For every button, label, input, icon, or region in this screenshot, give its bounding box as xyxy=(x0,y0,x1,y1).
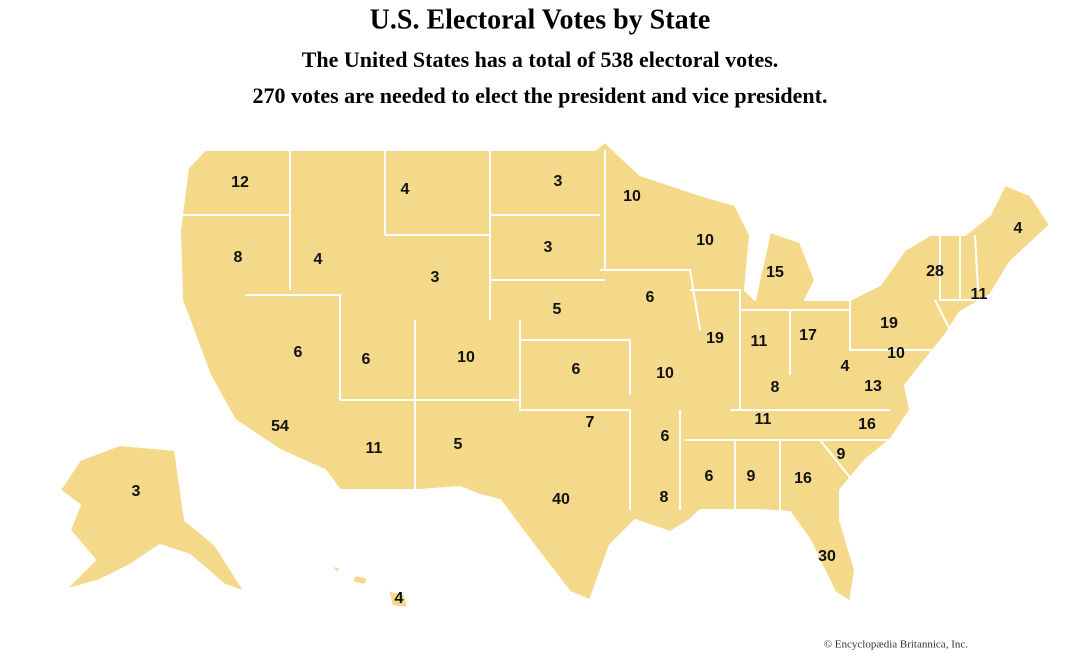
vote-label: 6 xyxy=(661,428,670,445)
vote-label: 5 xyxy=(454,436,463,453)
vote-label: 7 xyxy=(586,414,595,431)
vote-label: 10 xyxy=(457,349,475,366)
vote-label: 11 xyxy=(755,411,772,428)
vote-label: 16 xyxy=(858,416,876,433)
vote-label: 9 xyxy=(837,446,846,463)
vote-label: 16 xyxy=(794,470,812,487)
vote-label: 3 xyxy=(554,173,563,190)
vote-label: 19 xyxy=(880,315,898,332)
hawaii xyxy=(329,564,341,575)
vote-label: 40 xyxy=(552,491,570,508)
land xyxy=(59,141,1051,609)
vote-label: 4 xyxy=(841,358,850,375)
vote-label: 17 xyxy=(799,327,817,344)
hawaii xyxy=(387,589,409,609)
state-labels: 12 4 3 10 8 4 3 3 10 15 4 28 11 5 6 19 11 17 19 10 6 6 10 6 10 4 8… xyxy=(132,173,1023,607)
vote-label: 30 xyxy=(818,548,836,565)
vote-label: 10 xyxy=(623,188,641,205)
vote-label: 3 xyxy=(431,269,440,286)
vote-label: 4 xyxy=(395,590,404,607)
vote-label: 6 xyxy=(294,344,303,361)
vote-label: 6 xyxy=(572,361,581,378)
state-borders xyxy=(180,150,990,510)
vote-label: 15 xyxy=(766,264,784,281)
vote-label: 13 xyxy=(864,378,882,395)
vote-label: 9 xyxy=(747,468,756,485)
vote-label: 12 xyxy=(231,174,249,191)
vote-label: 11 xyxy=(366,440,383,457)
credit: © Encyclopædia Britannica, Inc. xyxy=(824,639,969,651)
vote-label: 19 xyxy=(706,330,724,347)
vote-label: 4 xyxy=(401,181,410,198)
vote-label: 11 xyxy=(751,333,768,350)
vote-label: 6 xyxy=(646,289,655,306)
title: U.S. Electoral Votes by State xyxy=(370,4,711,35)
vote-label: 8 xyxy=(234,249,243,266)
vote-label: 6 xyxy=(705,468,714,485)
vote-label: 28 xyxy=(926,263,944,280)
vote-label: 4 xyxy=(314,251,323,268)
vote-label: 6 xyxy=(362,351,371,368)
vote-label: 3 xyxy=(132,483,141,500)
vote-label: 8 xyxy=(771,379,780,396)
contiguous-us xyxy=(179,141,1051,603)
hawaii xyxy=(351,574,369,586)
vote-label: 10 xyxy=(887,345,905,362)
vote-label: 10 xyxy=(696,232,714,249)
subtitle: The United States has a total of 538 ele… xyxy=(302,47,779,72)
vote-label: 5 xyxy=(553,301,562,318)
vote-label: 10 xyxy=(656,365,674,382)
vote-label: 11 xyxy=(971,286,988,303)
vote-label: 8 xyxy=(660,489,669,506)
alaska xyxy=(59,444,246,593)
vote-label: 3 xyxy=(544,239,553,256)
vote-label: 54 xyxy=(271,418,289,435)
vote-label: 4 xyxy=(1014,220,1023,237)
subtitle: 270 votes are needed to elect the presid… xyxy=(253,83,828,108)
